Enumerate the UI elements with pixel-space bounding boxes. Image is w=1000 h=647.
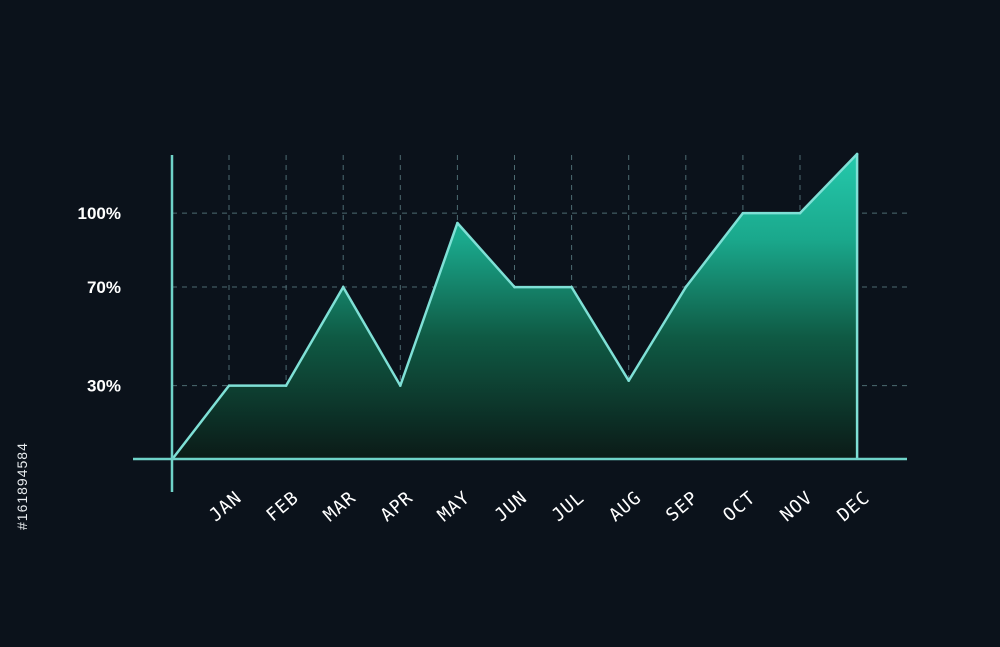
data-point [341,285,345,289]
y-tick-label: 30% [87,377,121,396]
data-point [456,221,459,225]
x-axis-ticks: JAN FEB MAR APR MAY JUN JUL AUG SEP OCT NOV DEC [205,487,874,526]
x-tick-label: MAR [320,487,361,526]
x-tick-label: MAY [434,487,475,526]
area-fill [172,154,858,460]
data-point [741,211,745,215]
data-point [627,379,630,382]
data-point [798,211,802,215]
data-point [570,285,573,289]
x-tick-label: APR [377,487,418,526]
axes [133,155,907,492]
area-series [171,152,859,461]
x-tick-label: OCT [719,487,760,526]
data-point [684,285,688,289]
x-tick-label: JAN [205,487,246,526]
x-tick-label: JUN [491,487,532,526]
x-tick-label: SEP [662,487,703,526]
x-tick-label: AUG [605,487,646,526]
data-point [399,384,402,387]
y-tick-label: 70% [87,278,121,297]
side-label: #161894584 [14,442,30,530]
x-tick-label: DEC [833,487,874,526]
y-tick-label: 100% [78,204,121,223]
x-tick-label: NOV [776,487,817,526]
data-point [855,152,859,156]
data-point [227,384,231,387]
x-tick-label: FEB [262,487,303,526]
data-point [284,384,288,387]
data-point [513,285,516,289]
x-tick-label: JUL [548,487,589,526]
series-line [171,152,859,461]
y-axis-ticks: 30% 70% 100% [78,204,121,395]
